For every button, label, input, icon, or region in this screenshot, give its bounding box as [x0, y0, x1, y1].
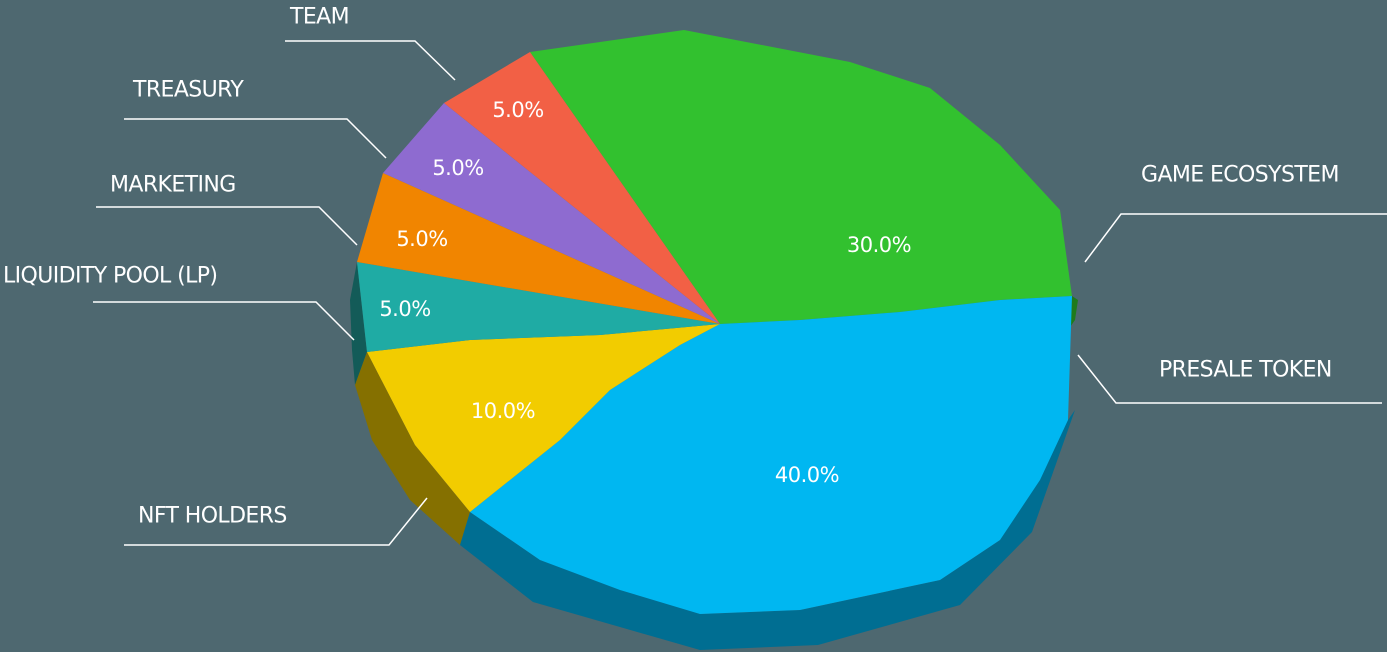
slice-label-game: 30.0% [846, 233, 912, 257]
legend-label-nft: NFT HOLDERS [138, 503, 287, 529]
callout-line-nft [124, 497, 428, 546]
slice-label-marketing: 5.0% [396, 227, 448, 251]
legend-label-treasury: TREASURY [133, 77, 244, 103]
callout-line-presale [1077, 354, 1382, 404]
side-teal [350, 262, 367, 385]
slice-marketing[interactable] [357, 173, 720, 324]
slice-team[interactable] [444, 52, 720, 324]
slice-label-nft: 10.0% [470, 399, 536, 423]
slice-presale-token[interactable] [470, 296, 1072, 614]
legend-label-team: TEAM [290, 4, 350, 30]
callout-line-lp [93, 301, 355, 341]
slice-liquidity-pool[interactable] [357, 262, 720, 352]
legend-label-presale: PRESALE TOKEN [1159, 357, 1332, 383]
slice-label-team: 5.0% [492, 98, 544, 122]
callout-line-game [1084, 213, 1387, 263]
callout-lines [93, 40, 1387, 546]
callout-line-treasury [124, 118, 387, 159]
side-yellow [355, 352, 470, 545]
side-blue [460, 410, 1075, 650]
legend-label-lp: LIQUIDITY POOL (LP) [3, 263, 218, 289]
legend-label-marketing: MARKETING [110, 172, 236, 198]
slice-label-presale: 40.0% [774, 463, 840, 487]
slice-nft-holders[interactable] [367, 324, 720, 512]
slice-treasury[interactable] [383, 103, 720, 324]
callout-line-team [285, 40, 456, 81]
slice-game-ecosystem[interactable] [530, 30, 1072, 324]
legend-label-game: GAME ECOSYSTEM [1141, 162, 1339, 188]
slice-label-lp: 5.0% [379, 297, 431, 321]
pie-side-walls [350, 262, 1078, 650]
pie-top-faces [357, 30, 1072, 614]
slice-label-treasury: 5.0% [432, 156, 484, 180]
callout-line-marketing [96, 206, 358, 246]
